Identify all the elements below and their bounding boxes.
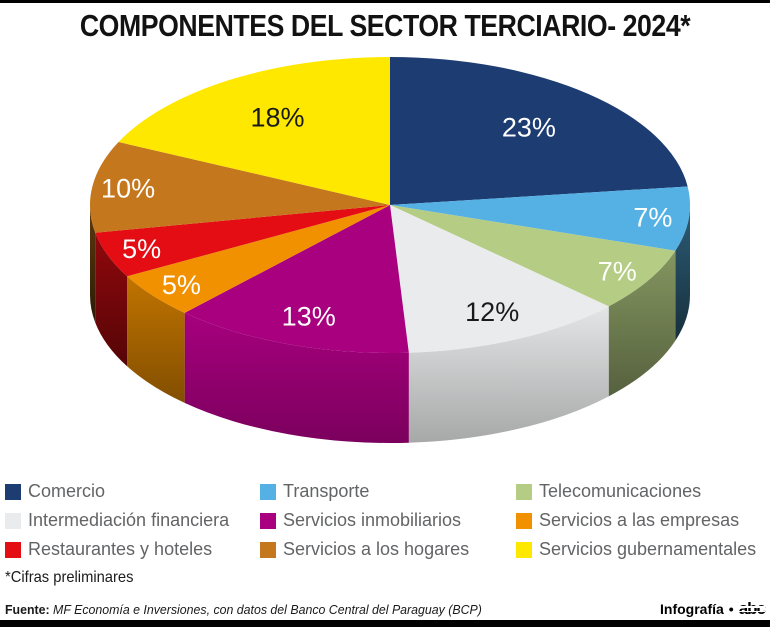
legend-swatch (5, 541, 21, 558)
top-rule (0, 0, 770, 3)
legend-item-servicios-a-los-hogares: Servicios a los hogares (260, 539, 516, 559)
pie-slice-servicios-inmobiliarios (184, 205, 409, 353)
pie-slice-wall-servicios-a-las-empresas (127, 276, 185, 403)
pie-slice-servicios-a-las-empresas (127, 205, 390, 313)
slice-value-label-transporte: 7% (633, 202, 672, 232)
legend-label: Comercio (28, 481, 106, 501)
legend-item-servicios-a-las-empresas: Servicios a las empresas (516, 510, 765, 530)
legend-label: Telecomunicaciones (539, 481, 702, 501)
legend-swatch (516, 512, 532, 529)
pie-slice-restaurantes-y-hoteles (95, 205, 390, 277)
legend-item-intermediacion-financiera: Intermediación financiera (5, 510, 260, 530)
legend-label: Restaurantes y hoteles (28, 539, 213, 559)
slice-value-label-telecomunicaciones: 7% (598, 256, 637, 286)
slice-value-label-comercio: 23% (502, 112, 556, 142)
pie-slice-wall-servicios-inmobiliarios (184, 312, 409, 443)
legend-label: Intermediación financiera (28, 510, 230, 530)
legend-swatch (516, 541, 532, 558)
pie-slice-wall-restaurantes-y-hoteles (95, 232, 128, 367)
legend-label: Servicios a los hogares (283, 539, 470, 559)
credit-bullet: • (728, 600, 734, 617)
bottom-rule (0, 620, 770, 627)
source-line: Fuente: MF Economía e Inversiones, con d… (5, 602, 482, 617)
slice-value-label-intermediacion-financiera: 12% (465, 297, 519, 327)
source-label: Fuente: (5, 601, 50, 617)
legend-swatch (260, 541, 276, 558)
legend: Comercio Transporte Telecomunicaciones Inte… (5, 481, 765, 559)
slice-value-label-servicios-gubernamentales: 18% (250, 103, 304, 133)
legend-swatch (260, 512, 276, 529)
slice-value-label-servicios-a-las-empresas: 5% (162, 270, 201, 300)
chart-title: COMPONENTES DEL SECTOR TERCIARIO- 2024* (79, 8, 691, 43)
pie-slice-telecomunicaciones (390, 205, 676, 307)
legend-item-telecomunicaciones: Telecomunicaciones (516, 481, 765, 501)
credit-line: Infografía • abc (660, 599, 766, 618)
legend-label: Servicios gubernamentales (539, 539, 757, 559)
pie-slice-wall-telecomunicaciones (608, 250, 676, 397)
slice-value-label-restaurantes-y-hoteles: 5% (122, 234, 161, 264)
legend-label: Servicios a las empresas (539, 510, 740, 530)
legend-label: Transporte (283, 481, 370, 501)
legend-item-servicios-gubernamentales: Servicios gubernamentales (516, 539, 765, 559)
pie-slice-transporte (390, 186, 690, 251)
abc-logo: abc (738, 599, 766, 618)
pie-slice-wall-transporte (675, 205, 690, 341)
credit-label: Infografía (660, 600, 724, 617)
slice-value-label-servicios-inmobiliarios: 13% (282, 301, 336, 331)
legend-swatch (260, 483, 276, 500)
legend-item-transporte: Transporte (260, 481, 516, 501)
pie-slice-wall-servicios-a-los-hogares (90, 205, 96, 323)
legend-item-comercio: Comercio (5, 481, 260, 501)
legend-item-servicios-inmobiliarios: Servicios inmobiliarios (260, 510, 516, 530)
footnote: *Cifras preliminares (5, 569, 134, 586)
pie-slice-wall-intermediacion-financiera (408, 306, 609, 443)
source-text: MF Economía e Inversiones, con datos del… (53, 601, 482, 617)
footer: Fuente: MF Economía e Inversiones, con d… (5, 599, 766, 618)
pie-slice-intermediacion-financiera (390, 205, 609, 353)
slice-value-label-servicios-a-los-hogares: 10% (101, 174, 155, 204)
legend-label: Servicios inmobiliarios (283, 510, 462, 530)
pie-slice-servicios-a-los-hogares (90, 141, 391, 233)
legend-swatch (5, 483, 21, 500)
legend-item-restaurantes-y-hoteles: Restaurantes y hoteles (5, 539, 260, 559)
pie-slice-servicios-gubernamentales (118, 56, 391, 205)
pie-slice-comercio (390, 57, 688, 205)
legend-swatch (516, 483, 532, 500)
legend-swatch (5, 512, 21, 529)
pie-chart: 23% 7% 7% 12% 13% 5%5% 10% 18% (90, 56, 690, 443)
